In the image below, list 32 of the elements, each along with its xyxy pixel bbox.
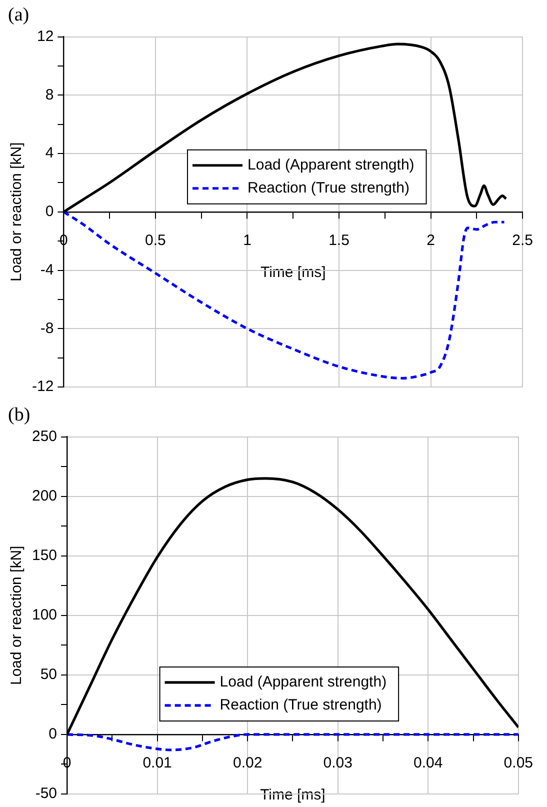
y-tick-label: 150	[32, 547, 58, 564]
y-tick-label: 0	[45, 203, 54, 220]
y-axis-title: Load or reaction [kN]	[8, 142, 26, 282]
legend-label: Load (Apparent strength)	[248, 156, 414, 174]
x-tick-label: 0.04	[414, 754, 443, 772]
y-tick-label: 200	[32, 487, 58, 504]
x-tick-label: 1	[243, 232, 252, 250]
x-tick-label: 2	[426, 232, 435, 250]
chart-title: (a)	[8, 4, 30, 26]
legend-label: Reaction (True strength)	[248, 180, 410, 197]
y-tick-label: 4	[45, 144, 54, 162]
y-tick-label: 100	[32, 606, 58, 624]
x-tick-label: 1.5	[328, 232, 350, 250]
chart-title: (b)	[8, 404, 30, 426]
x-tick-label: 0.5	[145, 232, 166, 250]
y-tick-label: -8	[40, 320, 54, 337]
x-tick-label: 0.01	[142, 754, 172, 772]
y-tick-label: -50	[35, 785, 58, 802]
x-tick-label: 0.03	[323, 754, 352, 772]
y-tick-label: 8	[45, 86, 54, 104]
x-tick-label: 2.5	[512, 232, 534, 250]
y-tick-label: -4	[40, 261, 54, 278]
y-tick-label: 0	[48, 726, 58, 743]
y-tick-label: -12	[32, 378, 54, 396]
legend-label: Reaction (True strength)	[220, 696, 382, 714]
y-tick-label: 12	[36, 28, 54, 45]
y-axis-title: Load or reaction [kN]	[8, 546, 26, 686]
y-tick-label: 50	[40, 666, 58, 684]
x-tick-label: 0.05	[504, 754, 534, 772]
legend-label: Load (Apparent strength)	[220, 674, 387, 691]
x-tick-label: 0.02	[232, 754, 262, 772]
y-tick-label: 250	[32, 428, 58, 445]
